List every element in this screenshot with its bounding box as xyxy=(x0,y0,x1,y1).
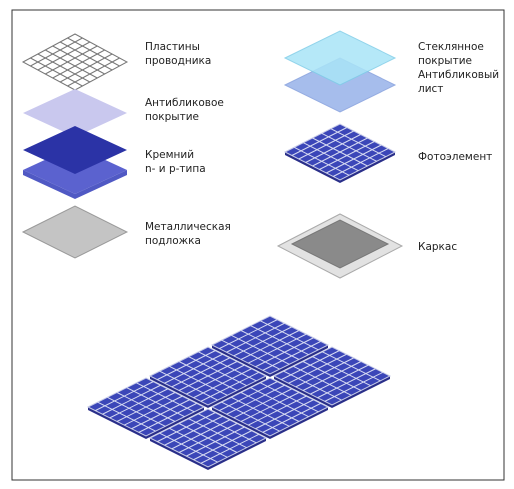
cell-line xyxy=(233,388,292,419)
label: Каркас xyxy=(418,241,457,253)
cell-line xyxy=(52,49,105,79)
cell-line xyxy=(186,364,245,395)
cell-line xyxy=(219,319,278,350)
cell-line xyxy=(248,395,307,426)
cell-line xyxy=(317,368,376,399)
label-line: покрытие xyxy=(418,55,472,67)
cell-line xyxy=(219,381,278,412)
label-line: Пластины xyxy=(145,41,200,53)
label-line: подложка xyxy=(145,235,201,247)
cell-line xyxy=(255,399,314,430)
cell-line xyxy=(226,322,285,353)
cell-line xyxy=(178,423,238,453)
label: Антибликовый лист xyxy=(418,69,499,95)
cell-line xyxy=(193,430,252,461)
cell-line xyxy=(30,37,83,67)
cell-line xyxy=(248,333,307,364)
cell-line xyxy=(59,53,113,83)
cell-line xyxy=(171,357,230,388)
label-line: Стеклянное xyxy=(418,41,484,53)
silicon-layer xyxy=(23,170,127,199)
shapes xyxy=(21,30,404,470)
cell-line xyxy=(262,340,321,371)
cell-line xyxy=(30,57,83,87)
cell-line xyxy=(37,41,91,71)
cell-line xyxy=(67,57,120,87)
antireflective-coating xyxy=(23,89,127,137)
cell-line xyxy=(298,130,354,160)
label: Пластины проводника xyxy=(145,41,211,67)
cell-line xyxy=(295,357,354,388)
label-line: Фотоэлемент xyxy=(418,151,492,163)
cell-line xyxy=(37,53,91,83)
cell-line xyxy=(240,330,300,360)
label-line: проводника xyxy=(145,55,211,67)
cell-line xyxy=(281,350,340,381)
label-line: Каркас xyxy=(418,241,457,253)
metal-substrate xyxy=(21,205,129,259)
frame-inner xyxy=(290,219,390,269)
cell-line xyxy=(305,134,361,163)
label-line: Кремний xyxy=(145,149,194,161)
cell-line xyxy=(109,388,168,419)
label: Стеклянное покрытие xyxy=(418,41,484,67)
cell-line xyxy=(291,127,348,156)
cell-line xyxy=(52,45,105,75)
cell-line xyxy=(200,433,259,464)
cell-line xyxy=(233,326,292,357)
glass-cover xyxy=(283,30,397,86)
cell-line xyxy=(171,419,230,450)
cell-line xyxy=(332,148,389,177)
cell-line xyxy=(319,141,375,170)
label-line: Металлическая xyxy=(145,221,231,233)
cell-line xyxy=(164,415,223,446)
cell-line xyxy=(95,381,154,412)
cell-line xyxy=(157,412,216,443)
cell-line xyxy=(324,371,383,402)
cell-line xyxy=(186,426,245,457)
cell-line xyxy=(45,49,98,79)
cell-line xyxy=(312,137,368,167)
cell-line xyxy=(164,353,223,384)
cell-line xyxy=(262,402,321,433)
cell-line xyxy=(116,392,176,422)
cell-line xyxy=(240,392,300,422)
cell-line xyxy=(67,37,120,67)
label-line: Антибликовый xyxy=(418,69,499,81)
label: Антибликовое покрытие xyxy=(145,97,224,123)
cell-line xyxy=(310,364,369,395)
silicon-n xyxy=(23,126,127,174)
cell-line xyxy=(138,402,197,433)
cell-line xyxy=(302,361,362,391)
cell-line xyxy=(288,353,347,384)
cell-line xyxy=(193,368,252,399)
cell-line xyxy=(102,384,161,415)
label-line: лист xyxy=(418,83,443,95)
cell-line xyxy=(255,337,314,368)
cell-line xyxy=(124,395,183,426)
cell-line xyxy=(59,41,113,71)
cell-line xyxy=(131,399,190,430)
label-line: Антибликовое xyxy=(145,97,224,109)
cell-line xyxy=(178,361,238,391)
cell-line xyxy=(200,371,259,402)
cell-line xyxy=(226,384,285,415)
cell-line xyxy=(45,45,98,75)
label-line: покрытие xyxy=(145,111,199,123)
conductor-grid xyxy=(21,33,129,91)
label: Кремний n- и p-типа xyxy=(145,149,206,175)
label: Фотоэлемент xyxy=(418,151,492,163)
cell-line xyxy=(157,350,216,381)
label-line: n- и p-типа xyxy=(145,163,206,175)
label: Металлическая подложка xyxy=(145,221,231,247)
cell-line xyxy=(326,144,382,174)
